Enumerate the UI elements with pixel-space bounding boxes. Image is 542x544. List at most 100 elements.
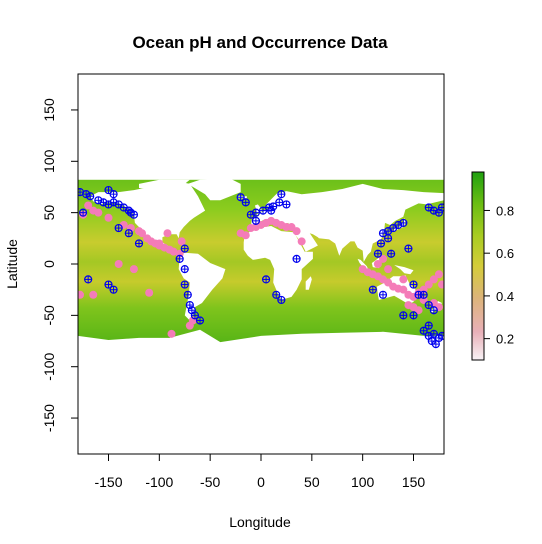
x-tick-label: -150 bbox=[94, 474, 122, 490]
x-tick-label: 50 bbox=[304, 474, 320, 490]
absence-marker bbox=[94, 208, 103, 217]
presence-marker bbox=[437, 331, 444, 340]
absence-marker bbox=[177, 237, 186, 246]
presence-marker bbox=[383, 234, 393, 243]
presence-marker bbox=[109, 190, 118, 199]
presence-marker bbox=[109, 285, 118, 294]
presence-marker bbox=[124, 229, 133, 238]
presence-marker bbox=[180, 280, 189, 289]
presence-marker bbox=[409, 311, 418, 320]
chart-title: Ocean pH and Occurrence Data bbox=[132, 33, 388, 52]
absence-marker bbox=[424, 280, 433, 289]
colorbar-tick-label: 0.2 bbox=[496, 332, 514, 347]
presence-marker bbox=[251, 208, 261, 217]
y-axis-label: Latitude bbox=[4, 239, 20, 289]
absence-marker bbox=[104, 213, 113, 222]
absence-marker bbox=[155, 239, 164, 248]
y-tick-label: -100 bbox=[41, 352, 57, 380]
absence-marker bbox=[373, 260, 382, 268]
presence-marker bbox=[387, 249, 396, 258]
presence-marker bbox=[424, 300, 433, 310]
presence-marker bbox=[129, 210, 139, 219]
y-tick-label: 150 bbox=[41, 98, 57, 122]
x-tick-label: -100 bbox=[145, 474, 173, 490]
presence-marker bbox=[394, 220, 403, 230]
land-south-america bbox=[178, 252, 226, 321]
presence-marker bbox=[134, 239, 144, 248]
presence-marker bbox=[261, 275, 271, 284]
presence-marker bbox=[404, 244, 413, 253]
presence-marker bbox=[236, 193, 245, 202]
x-tick-label: 150 bbox=[402, 474, 426, 490]
presence-marker bbox=[368, 285, 377, 294]
colorbar-tick-label: 0.4 bbox=[496, 289, 514, 304]
absence-marker bbox=[145, 288, 154, 297]
land-greenland bbox=[187, 178, 241, 201]
presence-marker bbox=[195, 316, 205, 325]
presence-marker bbox=[419, 290, 428, 299]
land-new-guinea bbox=[394, 265, 414, 275]
presence-marker bbox=[282, 200, 291, 209]
y-tick-label: -150 bbox=[41, 404, 57, 432]
colorbar-tick-label: 0.8 bbox=[496, 203, 514, 218]
presence-marker bbox=[409, 280, 418, 289]
occurrence-markers bbox=[78, 185, 444, 349]
absence-marker bbox=[429, 275, 438, 284]
x-tick-label: 0 bbox=[257, 474, 265, 490]
absence-marker bbox=[414, 306, 423, 315]
presence-marker bbox=[180, 244, 189, 253]
presence-marker bbox=[251, 216, 261, 225]
presence-marker bbox=[399, 311, 408, 320]
presence-marker bbox=[376, 239, 386, 248]
absence-marker bbox=[379, 254, 387, 263]
presence-marker bbox=[175, 254, 184, 263]
absence-marker bbox=[437, 280, 444, 289]
presence-marker bbox=[183, 290, 192, 299]
colorbar-ticks: 0.2 0.4 0.6 0.8 bbox=[484, 203, 514, 347]
presence-marker bbox=[431, 340, 440, 349]
absence-marker bbox=[169, 247, 178, 256]
absence-marker bbox=[78, 290, 85, 299]
absence-marker bbox=[241, 231, 250, 240]
presence-marker bbox=[275, 198, 284, 207]
colorbar-gradient bbox=[471, 171, 485, 361]
x-axis: -150 -100 -50 0 50 100 150 bbox=[94, 454, 425, 490]
absence-marker bbox=[399, 285, 408, 294]
presence-marker bbox=[190, 311, 200, 320]
presence-marker bbox=[424, 321, 433, 330]
absence-marker bbox=[434, 270, 443, 279]
absence-marker bbox=[84, 201, 93, 210]
y-tick-label: 0 bbox=[41, 260, 57, 268]
presence-marker bbox=[277, 190, 286, 199]
presence-marker bbox=[246, 210, 255, 219]
presence-marker bbox=[399, 218, 408, 228]
land-masses bbox=[78, 178, 444, 357]
land-antarctica bbox=[78, 329, 444, 357]
absence-marker bbox=[384, 265, 393, 274]
absence-marker bbox=[129, 265, 138, 274]
absence-marker bbox=[251, 223, 260, 232]
land-north-america bbox=[90, 181, 206, 256]
y-tick-label: -50 bbox=[41, 305, 57, 325]
presence-marker bbox=[269, 202, 278, 211]
absence-marker bbox=[297, 237, 306, 246]
x-tick-label: -50 bbox=[200, 474, 220, 490]
land-madagascar bbox=[305, 276, 312, 290]
land-africa bbox=[243, 226, 313, 300]
absence-marker bbox=[399, 275, 408, 284]
presence-marker bbox=[429, 306, 438, 315]
presence-marker bbox=[373, 249, 383, 258]
colorbar-tick-label: 0.6 bbox=[496, 246, 514, 261]
colorbar: 0.2 0.4 0.6 0.8 bbox=[471, 171, 514, 361]
presence-marker bbox=[78, 208, 88, 217]
absence-marker bbox=[89, 290, 98, 299]
y-axis: -150 -100 -50 0 50 100 150 bbox=[41, 98, 78, 432]
presence-marker bbox=[292, 254, 301, 263]
absence-marker bbox=[163, 229, 172, 238]
y-tick-label: 50 bbox=[41, 205, 57, 221]
presence-marker bbox=[114, 223, 123, 233]
presence-marker bbox=[429, 329, 438, 338]
absence-marker bbox=[138, 229, 147, 238]
y-tick-label: 100 bbox=[41, 149, 57, 173]
